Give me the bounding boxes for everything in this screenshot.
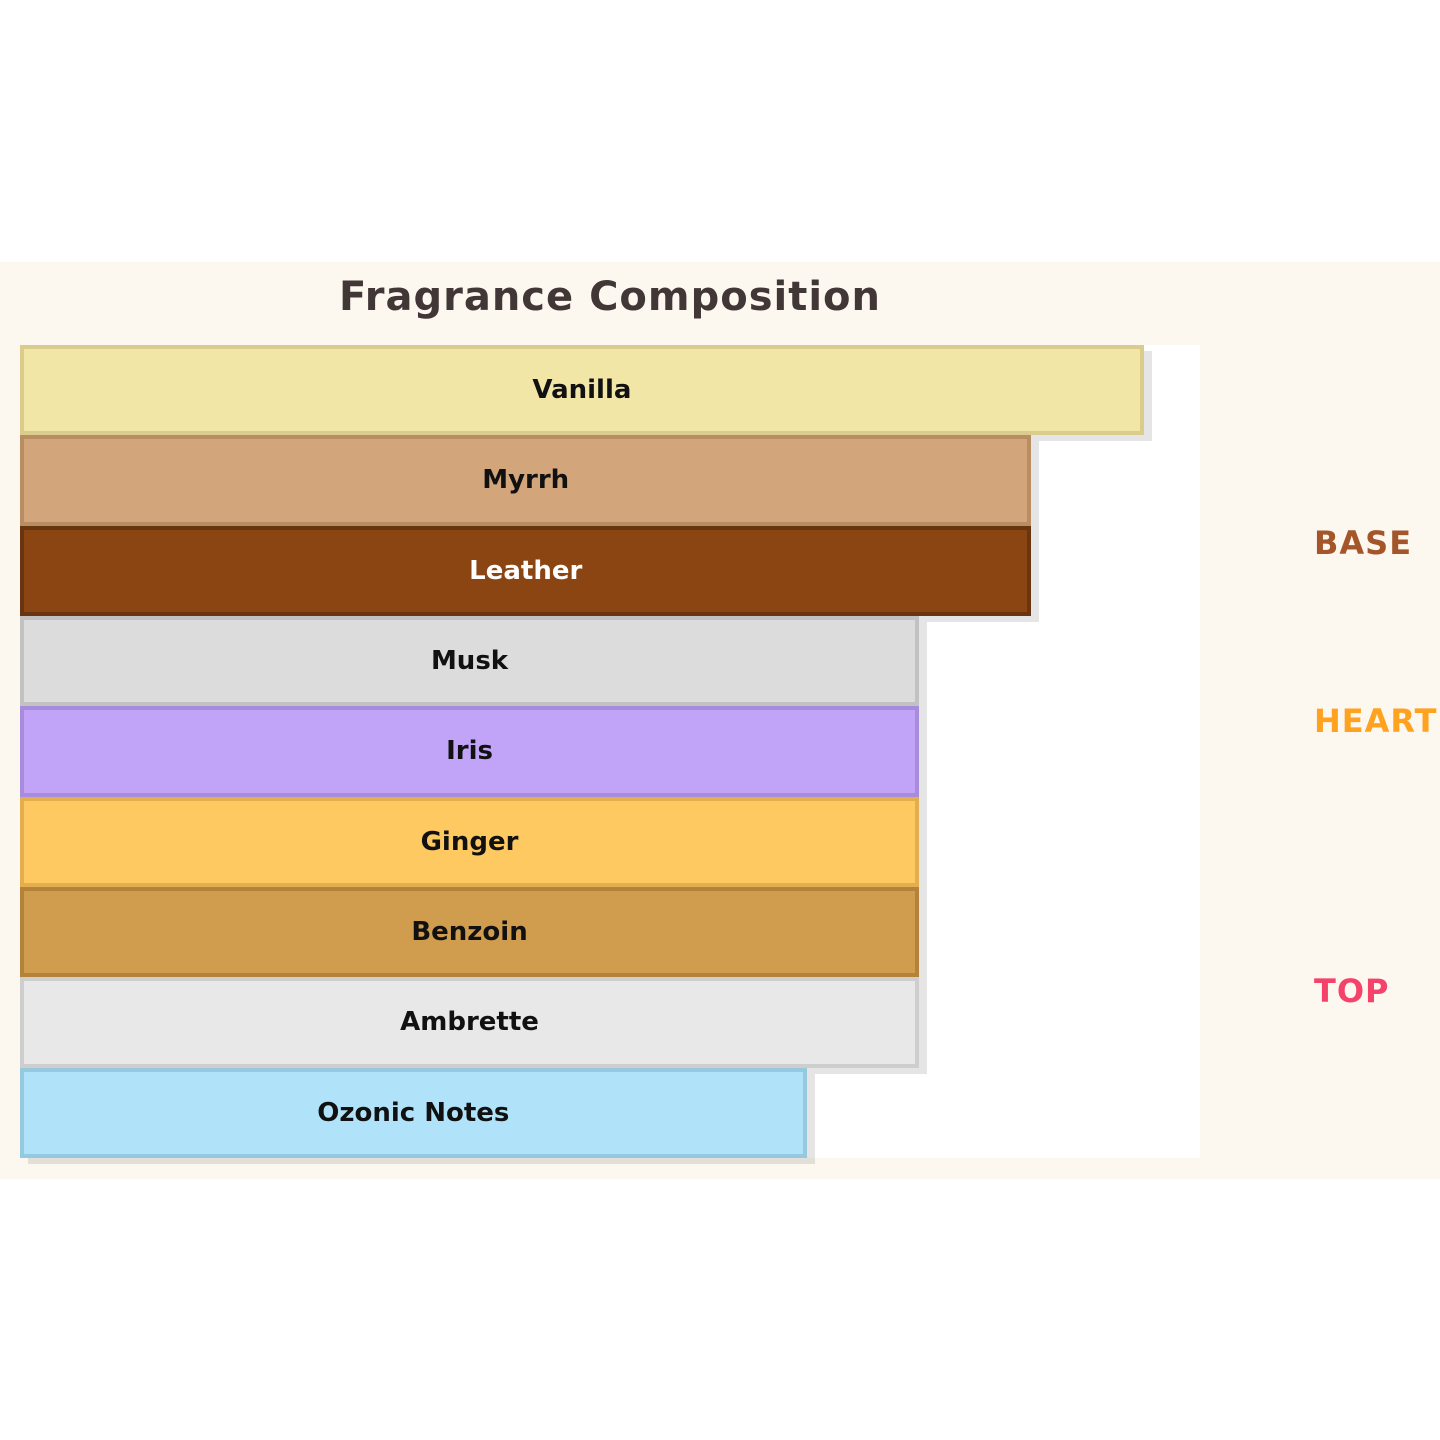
bar-label: Musk bbox=[430, 646, 509, 677]
bar-iris: Iris bbox=[20, 706, 920, 797]
group-label-top: TOP bbox=[1314, 972, 1390, 1010]
bar-label: Ozonic Notes bbox=[317, 1097, 510, 1128]
fragrance-composition-chart: Fragrance Composition Vanilla Myrrh Leat… bbox=[0, 262, 1440, 1179]
bar-label: Vanilla bbox=[532, 375, 632, 406]
bar-musk: Musk bbox=[20, 616, 920, 707]
bar-label: Iris bbox=[446, 736, 493, 767]
bar-ambrette: Ambrette bbox=[20, 977, 920, 1068]
group-label-base: BASE bbox=[1314, 524, 1413, 562]
bar-label: Myrrh bbox=[482, 465, 570, 496]
bar-benzoin: Benzoin bbox=[20, 887, 920, 978]
bar-label: Leather bbox=[469, 555, 583, 586]
bar-label: Benzoin bbox=[411, 917, 528, 948]
chart-title: Fragrance Composition bbox=[338, 274, 881, 320]
bar-vanilla: Vanilla bbox=[20, 345, 1144, 436]
bar-myrrh: Myrrh bbox=[20, 435, 1032, 526]
bar-label: Ambrette bbox=[400, 1007, 539, 1038]
group-label-heart: HEART bbox=[1314, 702, 1438, 740]
bar-leather: Leather bbox=[20, 525, 1032, 616]
plot-area: Vanilla Myrrh Leather Musk Iris Ginger B… bbox=[20, 345, 1200, 1158]
bar-ozonic-notes: Ozonic Notes bbox=[20, 1067, 807, 1158]
bar-ginger: Ginger bbox=[20, 796, 920, 887]
bar-label: Ginger bbox=[420, 826, 519, 857]
